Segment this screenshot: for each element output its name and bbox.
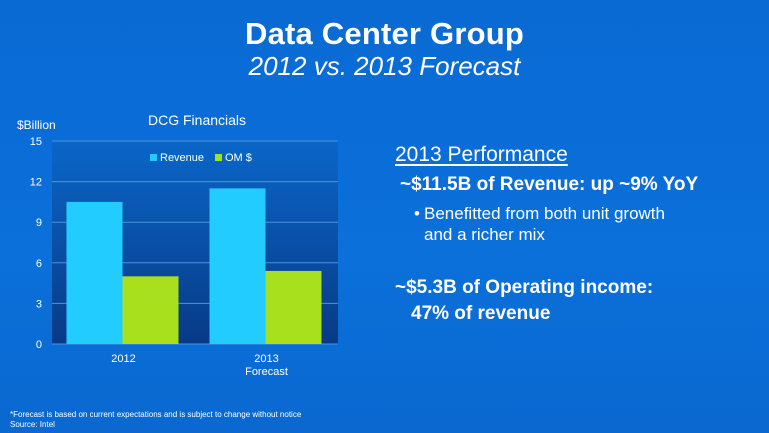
y-tick-label: 9 <box>36 217 42 229</box>
bar-revenue-1 <box>209 188 266 344</box>
bullet-item: • Benefitted from both unit growth and a… <box>414 203 744 245</box>
bullet-marker: • <box>414 204 420 223</box>
y-tick-label: 15 <box>30 136 42 148</box>
y-axis-label: $Billion <box>17 118 56 132</box>
x-tick-label: 2012 <box>111 353 135 365</box>
bars <box>66 188 322 344</box>
x-tick-label: 2013 Forecast <box>245 353 288 378</box>
bullet-line-1: Benefitted from both unit growth <box>424 204 665 223</box>
legend-label: Revenue <box>160 152 204 164</box>
legend-swatch <box>150 154 157 161</box>
performance-heading: 2013 Performance <box>395 143 568 166</box>
y-tick-label: 12 <box>30 177 42 189</box>
bar-revenue-0 <box>66 201 123 344</box>
legend-label: OM $ <box>225 152 252 164</box>
operating-income-line: ~$5.3B of Operating income: <box>395 277 654 298</box>
legend: Revenue OM $ <box>150 152 252 164</box>
revenue-line: ~$11.5B of Revenue: up ~9% YoY <box>400 174 699 195</box>
operating-income-percent: 47% of revenue <box>411 303 551 324</box>
y-tick-labels: 0 3 6 9 12 15 <box>30 136 42 351</box>
footnote: *Forecast is based on current expectatio… <box>10 410 301 430</box>
slide-title: Data Center Group <box>245 16 524 51</box>
x-tick-labels: 2012 2013 Forecast <box>111 353 288 378</box>
y-tick-label: 0 <box>36 339 42 351</box>
bullet-line-2: and a richer mix <box>424 225 545 244</box>
dcg-financials-chart: 0 3 6 9 12 15 2012 2013 Forecast $Billion DCG F… <box>17 112 338 378</box>
y-tick-label: 3 <box>36 298 42 310</box>
legend-swatch <box>215 154 222 161</box>
bar-om-0 <box>122 276 179 344</box>
footnote-forecast: *Forecast is based on current expectatio… <box>10 410 302 419</box>
slide-subtitle: 2012 vs. 2013 Forecast <box>248 51 521 81</box>
y-tick-label: 6 <box>36 258 42 270</box>
footnote-source: Source: Intel <box>10 420 55 429</box>
chart-title: DCG Financials <box>148 112 246 128</box>
bar-om-1 <box>265 270 322 344</box>
